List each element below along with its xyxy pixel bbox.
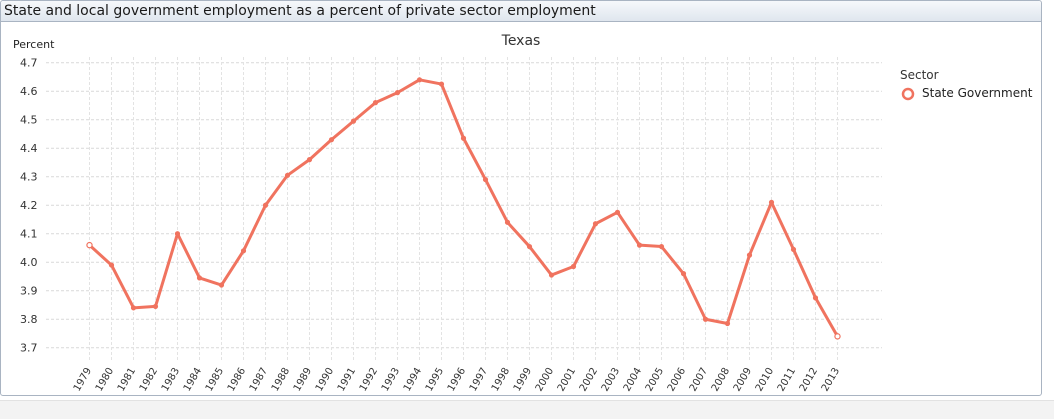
- y-axis-ticks: 3.7 3.8 3.9 4.0 4.1 4.2 4.3 4.4 4.5 4.6 4.7: [20, 57, 38, 355]
- x-tick-label: 1980: [94, 366, 116, 394]
- data-point: [614, 209, 621, 215]
- data-point: [240, 248, 247, 254]
- data-point: [218, 282, 225, 288]
- data-point: [834, 333, 841, 340]
- x-tick-label: 2013: [820, 366, 842, 394]
- data-point: [350, 118, 357, 124]
- data-point: [768, 199, 775, 205]
- data-point: [416, 77, 423, 83]
- x-tick-label: 2011: [776, 366, 798, 394]
- data-point: [394, 90, 401, 96]
- data-point: [262, 202, 269, 208]
- y-tick-label: 3.9: [20, 285, 38, 298]
- panel-title: State and local government employment as…: [4, 3, 596, 19]
- data-point: [174, 231, 181, 237]
- data-point: [702, 316, 709, 322]
- x-tick-label: 2000: [534, 366, 556, 394]
- x-tick-label: 1999: [512, 366, 534, 394]
- data-point: [592, 221, 599, 227]
- x-tick-label: 1979: [72, 366, 94, 394]
- x-tick-label: 2010: [754, 366, 776, 394]
- chart-panel: State and local government employment as…: [0, 0, 1042, 396]
- x-tick-label: 1991: [336, 366, 358, 394]
- data-point: [306, 157, 313, 163]
- x-tick-label: 1984: [182, 366, 204, 394]
- x-tick-label: 2003: [600, 366, 622, 394]
- data-point: [438, 81, 445, 87]
- data-point: [746, 252, 753, 258]
- y-tick-label: 4.1: [20, 228, 38, 241]
- x-tick-label: 1983: [160, 366, 182, 394]
- x-tick-label: 2012: [798, 366, 820, 394]
- y-tick-label: 3.7: [20, 342, 38, 355]
- x-tick-label: 1997: [468, 366, 490, 394]
- data-point: [724, 320, 731, 327]
- y-tick-label: 4.2: [20, 199, 38, 212]
- data-point: [196, 275, 203, 281]
- x-tick-label: 1993: [380, 366, 402, 394]
- x-tick-label: 1996: [446, 366, 468, 394]
- data-point: [372, 100, 379, 106]
- data-point: [526, 243, 533, 250]
- bottom-strip: [0, 400, 1054, 419]
- data-point: [152, 303, 159, 310]
- x-tick-label: 1989: [292, 366, 314, 394]
- x-tick-label: 2004: [622, 366, 644, 394]
- y-tick-label: 4.6: [20, 85, 38, 98]
- x-axis-ticks: 1979 1980 1981 1982 1983 1984 1985 1986 1987 1988…: [72, 366, 842, 394]
- x-tick-label: 1982: [138, 366, 160, 394]
- x-tick-label: 1981: [116, 366, 138, 394]
- data-point: [86, 241, 93, 249]
- panel-titlebar: State and local government employment as…: [1, 1, 1041, 22]
- data-point: [680, 271, 687, 277]
- x-tick-label: 2002: [578, 366, 600, 394]
- y-tick-label: 4.7: [20, 57, 38, 70]
- data-point: [504, 219, 511, 225]
- x-tick-label: 2006: [666, 366, 688, 394]
- x-tick-label: 1994: [402, 366, 424, 394]
- data-point: [108, 262, 115, 268]
- data-point: [812, 295, 819, 301]
- x-tick-label: 2001: [556, 366, 578, 394]
- y-tick-label: 4.5: [20, 114, 38, 127]
- x-tick-label: 1988: [270, 366, 292, 394]
- data-point: [658, 243, 665, 250]
- data-point: [284, 172, 291, 178]
- data-point: [548, 272, 555, 278]
- data-point: [482, 176, 489, 183]
- x-tick-label: 2008: [710, 366, 732, 394]
- x-tick-label: 1998: [490, 366, 512, 394]
- data-point: [328, 137, 335, 143]
- data-point: [636, 242, 643, 248]
- legend-item-state-government[interactable]: State Government: [922, 86, 1033, 100]
- data-point: [790, 246, 797, 253]
- line-chart: Texas Percent 3.7 3.8 3.9 4.0 4.1 4.2 4.3 4.4 4.…: [13, 33, 1033, 394]
- x-tick-label: 1987: [248, 366, 270, 394]
- y-tick-label: 4.4: [20, 142, 38, 155]
- x-tick-label: 1985: [204, 366, 226, 394]
- series-layer: [86, 77, 841, 340]
- data-point: [460, 135, 467, 141]
- y-tick-label: 4.3: [20, 171, 38, 184]
- x-tick-label: 2009: [732, 366, 754, 394]
- x-tick-label: 1992: [358, 366, 380, 394]
- legend-title: Sector: [900, 68, 939, 82]
- chart-title: Texas: [501, 33, 541, 49]
- x-tick-label: 1995: [424, 366, 446, 394]
- y-tick-label: 4.0: [20, 256, 38, 269]
- x-tick-label: 1990: [314, 366, 336, 394]
- y-tick-label: 3.8: [20, 313, 38, 326]
- data-point: [570, 263, 577, 270]
- data-point: [130, 305, 137, 311]
- x-tick-label: 2005: [644, 366, 666, 394]
- legend-marker-icon[interactable]: [901, 87, 915, 101]
- y-axis-label: Percent: [13, 38, 55, 51]
- legend: Sector State Government: [900, 68, 1033, 101]
- x-tick-label: 1986: [226, 366, 248, 394]
- grid: [46, 57, 882, 362]
- x-tick-label: 2007: [688, 366, 710, 394]
